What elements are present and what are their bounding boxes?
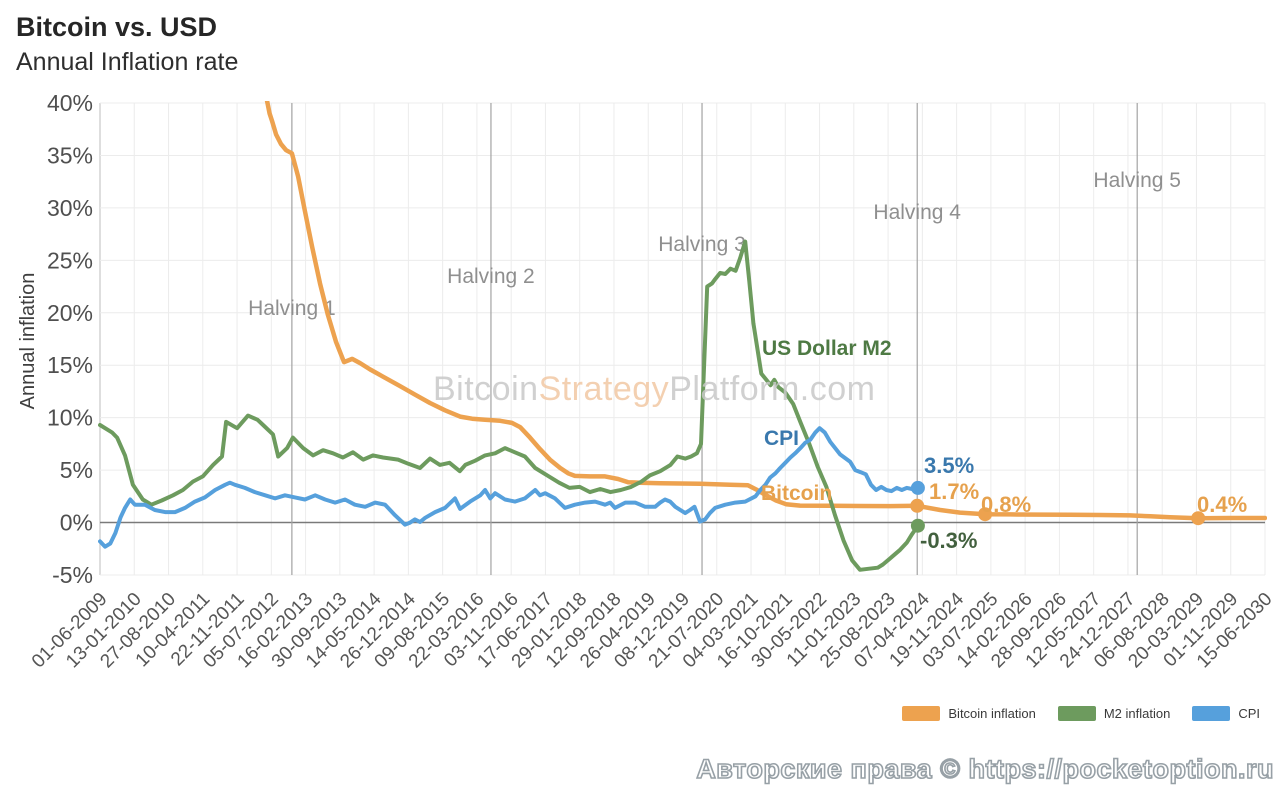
y-tick-label: 40% <box>47 90 93 116</box>
y-tick-label: 0% <box>60 510 93 536</box>
watermark-part-strategy: Strategy <box>538 370 670 408</box>
cpi-value-label: 3.5% <box>924 453 975 478</box>
halving-label: Halving 3 <box>658 233 746 256</box>
bitcoin-forecast-2-label: 0.4% <box>1197 492 1248 517</box>
legend-label: Bitcoin inflation <box>948 706 1036 721</box>
chart-title: Bitcoin vs. USD <box>16 12 218 42</box>
watermark-part-platform: Platform.com <box>669 370 876 408</box>
bitcoin-dot <box>978 507 993 522</box>
y-tick-label: 20% <box>47 300 93 326</box>
halving-label: Halving 4 <box>873 201 961 224</box>
legend-item-cpi[interactable]: CPI <box>1192 706 1260 721</box>
y-tick-label: 5% <box>60 457 93 483</box>
legend-item-bitcoin-inflation[interactable]: Bitcoin inflation <box>902 706 1036 721</box>
m2-line <box>98 239 920 572</box>
center-watermark: BitcoinStrategyPlatform.com <box>433 370 875 409</box>
y-tick-label: 35% <box>47 142 93 168</box>
chart-subtitle: Annual Inflation rate <box>16 48 239 76</box>
cpi-line <box>98 426 920 549</box>
bitcoin-label: Bitcoin <box>761 482 833 505</box>
y-tick-label: 10% <box>47 405 93 431</box>
legend-swatch <box>902 706 941 721</box>
halving-label: Halving 1 <box>248 297 336 320</box>
bitcoin-dot <box>1191 511 1206 526</box>
m2-value-label: -0.3% <box>920 528 978 553</box>
us-dollar-m2-label: US Dollar M2 <box>762 337 892 360</box>
y-tick-label: 15% <box>47 352 93 378</box>
y-tick-label: -5% <box>52 562 93 588</box>
legend-label: M2 inflation <box>1103 706 1171 721</box>
cpi-label: CPI <box>764 427 800 450</box>
y-tick-label: 30% <box>47 195 93 221</box>
legend-label: CPI <box>1238 706 1260 721</box>
watermark-part-bitcoin: Bitcoin <box>433 370 539 408</box>
bitcoin-value-label: 1.7% <box>929 479 980 504</box>
legend-swatch <box>1057 706 1096 721</box>
bitcoin-dot <box>910 498 925 513</box>
bitcoin-forecast-label: 0.8% <box>981 492 1032 517</box>
legend-item-m2-inflation[interactable]: M2 inflation <box>1057 706 1171 721</box>
copyright-watermark: Авторские права © https://pocketoption.r… <box>696 753 1275 785</box>
halving-label: Halving 5 <box>1093 169 1181 192</box>
cpi-dot <box>910 480 925 495</box>
m2-dot <box>910 518 925 533</box>
halving-label: Halving 2 <box>447 265 535 288</box>
y-tick-label: 25% <box>47 247 93 273</box>
legend: Bitcoin inflation M2 inflation CPI <box>902 706 1260 721</box>
bitcoin-line <box>264 101 1267 521</box>
legend-swatch <box>1192 706 1231 721</box>
y-axis-title: Annual inflation <box>17 272 39 410</box>
